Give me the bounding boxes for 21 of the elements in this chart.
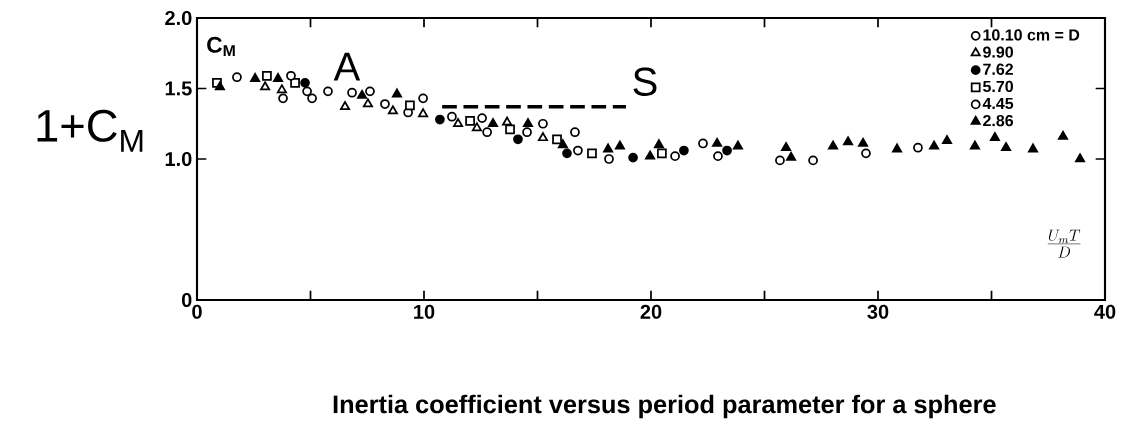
x-tick-label: 0 xyxy=(192,304,202,319)
y-tick-label: 1.0 xyxy=(165,151,192,167)
legend-label: 9.90 xyxy=(983,46,1013,58)
x-axis-title: $\frac{U_m T}{D}$ xyxy=(1047,229,1081,258)
legend-label: 4.45 xyxy=(982,97,1014,110)
annotation: A xyxy=(333,52,361,81)
x-tick-label: 10 xyxy=(414,304,435,319)
y-tick-label: 1.5 xyxy=(165,81,192,96)
x-tick-label: 30 xyxy=(867,304,889,319)
legend-label: 7.62 xyxy=(983,63,1014,75)
y-axis-title: 1+C$_{M}$ xyxy=(37,109,143,152)
text: Inertia coefficient versus period parameter for a sphere xyxy=(333,394,996,419)
legend-label: 5.70 xyxy=(983,80,1013,93)
legend-label: 10.10 cm = D xyxy=(983,29,1080,41)
annotation: C$_{M}$ xyxy=(207,36,235,57)
y-tick-label: 0 xyxy=(181,292,192,308)
y-tick-label: 2.0 xyxy=(165,10,192,26)
annotation: S xyxy=(633,67,657,96)
x-tick-label: 20 xyxy=(640,304,662,319)
x-tick-label: 40 xyxy=(1094,304,1116,319)
legend-label: 2.86 xyxy=(983,114,1014,127)
